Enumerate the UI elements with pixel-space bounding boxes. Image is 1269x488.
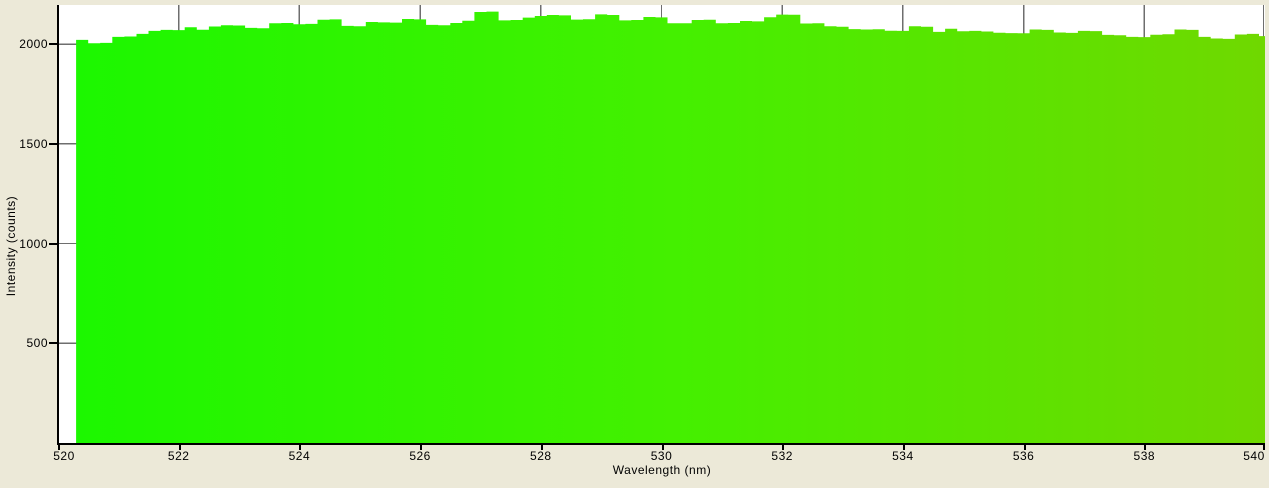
- x-tick-mark: [1263, 443, 1265, 450]
- y-tick-mark: [49, 142, 58, 145]
- x-tick-label: 540: [1243, 449, 1265, 463]
- x-tick-label: 538: [1133, 449, 1156, 463]
- x-tick-label: 534: [892, 449, 914, 463]
- x-tick-mark: [782, 443, 785, 450]
- y-axis-line: [57, 5, 59, 445]
- x-tick-mark: [178, 443, 181, 450]
- spectrum-area: [76, 11, 1265, 443]
- y-tick-mark: [49, 342, 58, 345]
- x-tick-mark: [1023, 443, 1026, 450]
- x-tick-label: 530: [650, 449, 673, 463]
- y-tick-label: 500: [26, 336, 48, 351]
- x-tick-label: 520: [53, 449, 75, 463]
- y-tick-label: 2000: [19, 37, 48, 52]
- x-tick-label: 528: [530, 449, 552, 463]
- spectrum-area-chart: [58, 5, 1265, 443]
- x-tick-mark: [1144, 443, 1147, 450]
- y-axis-title-text: Intensity (counts): [4, 195, 18, 297]
- x-tick-mark: [540, 443, 543, 450]
- x-tick-mark: [58, 443, 60, 450]
- x-tick-mark: [299, 443, 302, 450]
- x-axis-line: [57, 443, 1265, 445]
- y-tick-label: 1000: [19, 236, 48, 251]
- x-tick-label: 522: [167, 449, 190, 463]
- y-tick-mark: [49, 242, 58, 245]
- y-tick-label: 1500: [19, 136, 48, 151]
- x-tick-label: 524: [288, 449, 311, 463]
- y-tick-mark: [49, 43, 58, 46]
- x-tick-label: 536: [1012, 449, 1035, 463]
- x-tick-mark: [661, 443, 664, 450]
- x-tick-mark: [902, 443, 905, 450]
- x-tick-label: 532: [771, 449, 793, 463]
- x-axis-title: Wavelength (nm): [612, 463, 712, 477]
- x-tick-label: 526: [409, 449, 431, 463]
- plot-area[interactable]: [58, 5, 1265, 443]
- x-tick-mark: [420, 443, 423, 450]
